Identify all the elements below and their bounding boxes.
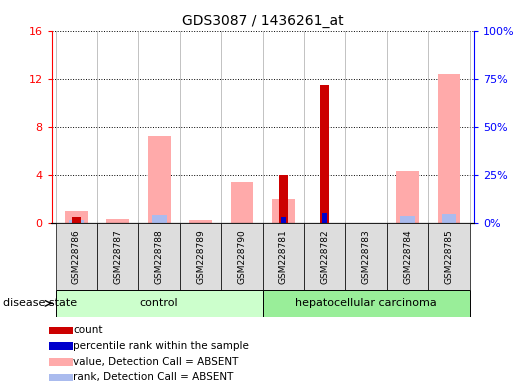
Bar (97, 223, 139, 290)
Text: GSM228789: GSM228789 (196, 229, 205, 284)
Text: GSM228782: GSM228782 (320, 229, 329, 284)
Bar (221, 223, 263, 290)
Text: GSM228785: GSM228785 (444, 229, 454, 284)
Bar (69, 220, 84, 223)
Bar (139, 223, 180, 290)
Bar (304, 223, 346, 290)
Bar (180, 223, 221, 290)
Bar (320, 85, 329, 223)
Bar (49, 374, 73, 381)
Bar (272, 199, 295, 223)
Bar (281, 217, 286, 223)
Bar (56, 223, 97, 290)
Text: rank, Detection Call = ABSENT: rank, Detection Call = ABSENT (73, 372, 234, 382)
Bar (107, 219, 129, 223)
Bar (387, 223, 428, 290)
Text: GSM228787: GSM228787 (113, 229, 122, 284)
Text: value, Detection Call = ABSENT: value, Detection Call = ABSENT (73, 357, 238, 367)
Text: count: count (73, 326, 103, 336)
Bar (152, 215, 166, 223)
Bar (49, 342, 73, 350)
Text: GSM228783: GSM228783 (362, 229, 371, 284)
Bar (148, 136, 170, 223)
Bar (279, 175, 288, 223)
Bar (441, 214, 456, 223)
Text: disease state: disease state (3, 298, 77, 308)
Text: percentile rank within the sample: percentile rank within the sample (73, 341, 249, 351)
Bar (231, 182, 253, 223)
Bar (346, 223, 387, 290)
Text: control: control (140, 298, 179, 308)
Bar (49, 358, 73, 366)
Bar (322, 213, 327, 223)
Title: GDS3087 / 1436261_at: GDS3087 / 1436261_at (182, 14, 344, 28)
Bar (396, 171, 419, 223)
Text: hepatocellular carcinoma: hepatocellular carcinoma (295, 298, 437, 308)
Text: GSM228790: GSM228790 (237, 229, 247, 284)
Bar (263, 290, 470, 317)
Bar (72, 217, 81, 223)
Bar (263, 223, 304, 290)
Bar (428, 223, 470, 290)
Bar (189, 220, 212, 223)
Text: GSM228781: GSM228781 (279, 229, 288, 284)
Bar (56, 290, 263, 317)
Bar (65, 211, 88, 223)
Text: GSM228784: GSM228784 (403, 229, 412, 284)
Text: GSM228786: GSM228786 (72, 229, 81, 284)
Bar (438, 74, 460, 223)
Bar (49, 326, 73, 334)
Text: GSM228788: GSM228788 (154, 229, 164, 284)
Bar (400, 216, 415, 223)
